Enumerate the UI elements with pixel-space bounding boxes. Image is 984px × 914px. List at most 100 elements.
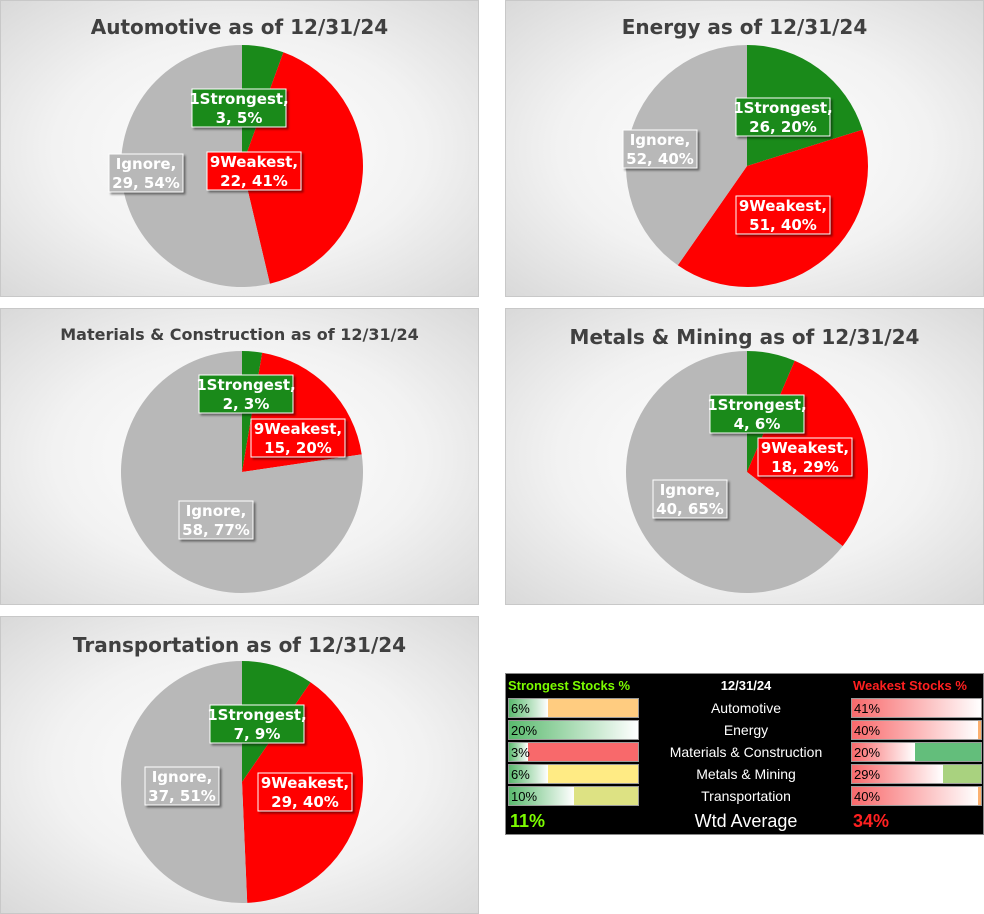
table-row: 6% Automotive 41% <box>506 698 983 718</box>
label-ignore-value: 37, 51% <box>148 787 216 805</box>
weak-cell: 29% <box>851 764 982 784</box>
label-weakest: 9Weakest,51, 40% <box>735 195 831 235</box>
strong-cell: 20% <box>508 720 639 740</box>
strong-value: 20% <box>511 723 538 738</box>
label-strongest-value: 7, 9% <box>234 725 281 743</box>
strong-cell: 6% <box>508 764 639 784</box>
footer-weak-average: 34% <box>853 811 890 831</box>
table-row: 3% Materials & Construction 20% <box>506 742 983 762</box>
strong-value: 10% <box>511 789 538 804</box>
label-ignore-name: Ignore, <box>630 131 691 149</box>
pie-title: Materials & Construction as of 12/31/24 <box>60 325 419 344</box>
slice-ignore <box>626 351 843 593</box>
label-strongest-box <box>198 374 294 414</box>
pie-title: Metals & Mining as of 12/31/24 <box>569 325 920 349</box>
label-weakest-name: 9Weakest, <box>210 153 298 171</box>
label-strongest-value: 26, 20% <box>749 118 817 136</box>
label-weakest-value: 15, 20% <box>264 439 332 457</box>
pie-panel-metals: Metals & Mining as of 12/31/24 1Stronges… <box>505 308 984 605</box>
pie-title: Transportation as of 12/31/24 <box>72 633 407 657</box>
label-weakest-box <box>206 151 302 191</box>
label-strongest-name: 1Strongest, <box>207 706 307 724</box>
pie-chart-metals: 1Strongest,4, 6%9Weakest,18, 29%Ignore,4… <box>626 351 868 593</box>
header-weakest: Weakest Stocks % <box>853 678 967 693</box>
weak-bar <box>852 721 978 739</box>
label-ignore-box <box>144 766 220 806</box>
label-strongest-box <box>709 394 805 434</box>
weak-bar <box>852 699 981 717</box>
pie-panel-transportation: Transportation as of 12/31/24 1Strongest… <box>0 616 479 914</box>
strong-cell: 3% <box>508 742 639 762</box>
label-strongest: 1Strongest,2, 3% <box>196 374 296 414</box>
label-ignore-name: Ignore, <box>660 481 721 499</box>
weak-value: 29% <box>854 767 881 782</box>
label-strongest: 1Strongest,3, 5% <box>189 88 289 128</box>
sector-name: Transportation <box>701 788 791 804</box>
label-weakest: 9Weakest,15, 20% <box>250 418 346 458</box>
pie-title: Energy as of 12/31/24 <box>621 15 868 39</box>
label-ignore-value: 52, 40% <box>626 150 694 168</box>
strong-value: 6% <box>511 701 530 716</box>
strong-bar <box>509 743 529 761</box>
label-strongest-name: 1Strongest, <box>707 396 807 414</box>
label-weakest-value: 51, 40% <box>749 216 817 234</box>
label-weakest-value: 22, 41% <box>220 172 288 190</box>
label-weakest: 9Weakest,18, 29% <box>757 437 853 477</box>
weak-bar <box>852 743 915 761</box>
table-row: 10% Transportation 40% <box>506 786 983 806</box>
strong-bar <box>509 699 548 717</box>
pie-title: Automotive as of 12/31/24 <box>90 15 389 39</box>
label-weakest-name: 9Weakest, <box>261 774 349 792</box>
label-ignore-name: Ignore, <box>116 155 177 173</box>
label-ignore: Ignore,29, 54% <box>108 153 184 193</box>
summary-table: Strongest Stocks % 12/31/24 Weakest Stoc… <box>505 673 984 835</box>
sector-name: Automotive <box>710 700 782 716</box>
label-ignore-name: Ignore, <box>152 768 213 786</box>
label-weakest-box <box>257 772 353 812</box>
strong-value: 6% <box>511 767 530 782</box>
table-row: 6% Metals & Mining 29% <box>506 764 983 784</box>
pie-chart-energy: 1Strongest,26, 20% 9Weakest,51, 40% Ignore… <box>622 44 868 287</box>
label-weakest-name: 9Weakest, <box>739 197 827 215</box>
weak-cell: 40% <box>851 720 982 740</box>
weak-value: 41% <box>854 701 881 716</box>
weak-cell: 20% <box>851 742 982 762</box>
label-weakest: 9Weakest,22, 41% <box>206 151 302 191</box>
pie-panel-materials: Materials & Construction as of 12/31/24 … <box>0 308 479 605</box>
strong-bar <box>509 765 548 783</box>
pie-panel-energy: Energy as of 12/31/24 1Strongest, 26, 20%… <box>505 0 984 297</box>
label-strongest: 1Strongest,7, 9% <box>207 704 307 744</box>
label-ignore-value: 40, 65% <box>656 500 724 518</box>
strong-bar <box>509 721 638 739</box>
label-strongest-name: 1Strongest, <box>189 90 289 108</box>
label-weakest-box <box>735 195 831 235</box>
label-ignore: Ignore,58, 77% <box>178 500 254 540</box>
label-strongest-box <box>209 704 305 744</box>
pie-chart-transportation: 1Strongest,7, 9% 9Weakest,29, 40% Ignore,3… <box>121 661 364 903</box>
label-ignore-box <box>108 153 184 193</box>
label-ignore-name: Ignore, <box>186 502 247 520</box>
label-weakest-value: 18, 29% <box>771 458 839 476</box>
label-weakest-name: 9Weakest, <box>761 439 849 457</box>
strong-bar <box>509 787 574 805</box>
weak-bar <box>852 787 978 805</box>
label-strongest: 1Strongest,4, 6% <box>707 394 807 434</box>
pie-chart-automotive: 1Strongest,3, 5%9Weakest,22, 41%Ignore,2… <box>108 45 363 288</box>
strong-cell: 10% <box>508 786 639 806</box>
table-row: 20% Energy 40% <box>506 720 983 740</box>
label-ignore: Ignore,37, 51% <box>144 766 220 806</box>
pie-panel-automotive: Automotive as of 12/31/24 1Strongest, 3, … <box>0 0 479 297</box>
weak-value: 40% <box>854 789 881 804</box>
label-weakest: 9Weakest,29, 40% <box>257 772 353 812</box>
label-weakest-value: 29, 40% <box>271 793 339 811</box>
label-ignore-box <box>652 479 728 519</box>
label-weakest-box <box>250 418 346 458</box>
sector-name: Metals & Mining <box>696 766 796 782</box>
weak-value: 20% <box>854 745 881 760</box>
footer-strong-average: 11% <box>510 811 546 831</box>
label-strongest-value: 4, 6% <box>734 415 781 433</box>
label-strongest-value: 3, 5% <box>216 109 263 127</box>
weak-bar <box>852 765 944 783</box>
label-strongest-box <box>191 88 287 128</box>
label-ignore-box <box>622 129 698 169</box>
